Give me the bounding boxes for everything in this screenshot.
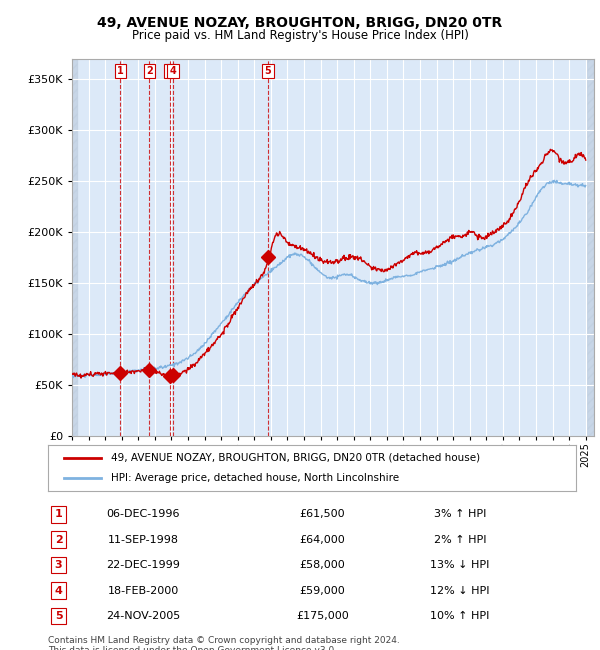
Text: 3% ↑ HPI: 3% ↑ HPI [434, 510, 486, 519]
Text: 49, AVENUE NOZAY, BROUGHTON, BRIGG, DN20 0TR (detached house): 49, AVENUE NOZAY, BROUGHTON, BRIGG, DN20… [112, 453, 481, 463]
Text: 06-DEC-1996: 06-DEC-1996 [106, 510, 180, 519]
Text: 10% ↑ HPI: 10% ↑ HPI [430, 611, 490, 621]
Text: £175,000: £175,000 [296, 611, 349, 621]
Text: Price paid vs. HM Land Registry's House Price Index (HPI): Price paid vs. HM Land Registry's House … [131, 29, 469, 42]
Text: 11-SEP-1998: 11-SEP-1998 [107, 535, 179, 545]
Text: 5: 5 [55, 611, 62, 621]
Text: 3: 3 [55, 560, 62, 570]
Text: 22-DEC-1999: 22-DEC-1999 [106, 560, 180, 570]
Text: 4: 4 [55, 586, 62, 595]
Text: 1: 1 [55, 510, 62, 519]
Text: 5: 5 [265, 66, 271, 76]
Text: £59,000: £59,000 [299, 586, 346, 595]
Text: 49, AVENUE NOZAY, BROUGHTON, BRIGG, DN20 0TR: 49, AVENUE NOZAY, BROUGHTON, BRIGG, DN20… [97, 16, 503, 31]
Text: 13% ↓ HPI: 13% ↓ HPI [430, 560, 490, 570]
Text: 4: 4 [169, 66, 176, 76]
Text: 2: 2 [55, 535, 62, 545]
Text: Contains HM Land Registry data © Crown copyright and database right 2024.
This d: Contains HM Land Registry data © Crown c… [48, 636, 400, 650]
Text: 18-FEB-2000: 18-FEB-2000 [107, 586, 179, 595]
Text: £64,000: £64,000 [299, 535, 346, 545]
Text: 12% ↓ HPI: 12% ↓ HPI [430, 586, 490, 595]
Bar [587, 58, 594, 436]
Text: 24-NOV-2005: 24-NOV-2005 [106, 611, 180, 621]
Bar [72, 58, 77, 436]
Text: HPI: Average price, detached house, North Lincolnshire: HPI: Average price, detached house, Nort… [112, 473, 400, 483]
Text: £58,000: £58,000 [299, 560, 346, 570]
Text: 2: 2 [146, 66, 153, 76]
Text: 2% ↑ HPI: 2% ↑ HPI [434, 535, 486, 545]
Text: £61,500: £61,500 [300, 510, 346, 519]
Text: 3: 3 [167, 66, 173, 76]
Text: 1: 1 [117, 66, 124, 76]
